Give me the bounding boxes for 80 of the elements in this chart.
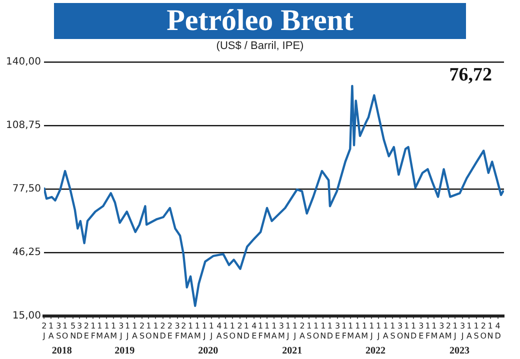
x-tick-label: 1 S (474, 322, 479, 340)
x-tick-label: 1 M (96, 322, 104, 340)
x-tick-label: 1 J (286, 322, 291, 340)
x-tick-label: 4 A (216, 322, 222, 340)
x-tick-label: 1 M (194, 322, 201, 340)
text: 2020 (198, 346, 218, 357)
y-tick-label: 108,75 (6, 120, 41, 132)
x-tick-label: 2 D (160, 322, 166, 340)
x-tick-label: 4 E (252, 322, 257, 340)
text: 2018 (52, 346, 72, 357)
x-tick-label: 3 J (460, 322, 466, 340)
x-tick-label: 1 S (223, 322, 228, 340)
chart-subtitle: (US$ / Barril, IPE) (215, 39, 305, 53)
x-tick-label: 1 J (452, 322, 458, 340)
x-tick-label: 1 N (152, 322, 159, 340)
x-tick-label: 1 F (342, 322, 347, 340)
x-tick-label: 1 J (125, 322, 130, 340)
x-tick-label: 3 J (118, 322, 124, 340)
x-tick-label: 1 O (62, 322, 68, 340)
x-tick-label: 1 A (271, 322, 278, 340)
x-tick-label: 1 A (104, 322, 110, 340)
x-tick-label: 1 D (326, 322, 334, 340)
x-tick-label: 1 N (320, 322, 326, 340)
x-tick-label: 3 D (76, 322, 83, 340)
x-tick-label: 1 S (390, 322, 396, 340)
x-tick-label: 3 E (334, 322, 340, 340)
x-tick-label: 5 N (70, 322, 76, 340)
x-tick-label: 1 A (382, 322, 389, 340)
x-tick-label: 1 M (347, 322, 354, 340)
x-tick-label: 1 D (410, 322, 417, 340)
x-tick-label: 1 A (48, 322, 54, 340)
x-tick-label: 1 J (369, 322, 374, 340)
x-tick-label: 3 F (174, 322, 180, 340)
annotation: 76,72 (449, 64, 492, 86)
text: 2023 (449, 346, 470, 357)
x-tick-label: 1 J (292, 322, 298, 340)
chart-title: Petróleo Brent (54, 3, 466, 39)
x-tick-label: 2 O (480, 322, 487, 340)
x-tick-label: 2 M (444, 322, 452, 340)
x-tick-label: 1 O (312, 322, 320, 340)
text: 2022 (366, 346, 386, 357)
x-tick-label: 1 O (145, 322, 152, 340)
x-tick-label: 1 O (229, 322, 236, 340)
x-tick-label: 3 O (396, 322, 404, 340)
x-tick-label: 3 A (438, 322, 445, 340)
x-tick-label: 2 E (167, 322, 172, 340)
x-tick-label: 2 J (42, 322, 47, 340)
x-tick-label: 1 S (306, 322, 312, 340)
x-tick-label: 1 A (188, 322, 194, 340)
x-tick-label: 1 M (264, 322, 271, 340)
x-tick-label: 1 M (430, 322, 438, 340)
y-tick-label: 46,25 (12, 246, 41, 258)
x-tick-label: 2 E (84, 322, 89, 340)
text: 2019 (114, 346, 135, 357)
x-tick-label: 1 N (404, 322, 410, 340)
x-tick-label: 3 S (56, 322, 62, 340)
x-tick-label: 3 M (278, 322, 285, 340)
x-tick-label: 3 E (418, 322, 424, 340)
x-tick-label: 2 N (236, 322, 243, 340)
y-tick-label: 15,00 (12, 310, 41, 322)
y-tick-label: 140,00 (6, 56, 41, 68)
x-tick-label: 1 N (487, 322, 494, 340)
x-tick-label: 1 J (376, 322, 382, 340)
x-tick-label: 2 M (180, 322, 188, 340)
text: 2021 (282, 346, 302, 357)
x-tick-label: 1 A (354, 322, 361, 340)
x-tick-label: 2 S (139, 322, 145, 340)
x-tick-label: 4 D (494, 322, 501, 340)
x-tick-label: 1 F (425, 322, 430, 340)
x-tick-label: 1 J (202, 322, 208, 340)
x-tick-label: 1 D (243, 322, 250, 340)
x-tick-label: 2 A (300, 322, 306, 340)
x-tick-label: 1 A (466, 322, 472, 340)
x-tick-label: 1 A (132, 322, 138, 340)
y-tick-label: 77,50 (12, 183, 41, 194)
x-tick-label: 1 M (110, 322, 118, 340)
x-tick-label: 1 J (208, 322, 214, 340)
x-tick-label: 1 F (90, 322, 96, 340)
x-tick-label: 1 M (361, 322, 368, 340)
x-tick-label: 1 F (258, 322, 264, 340)
